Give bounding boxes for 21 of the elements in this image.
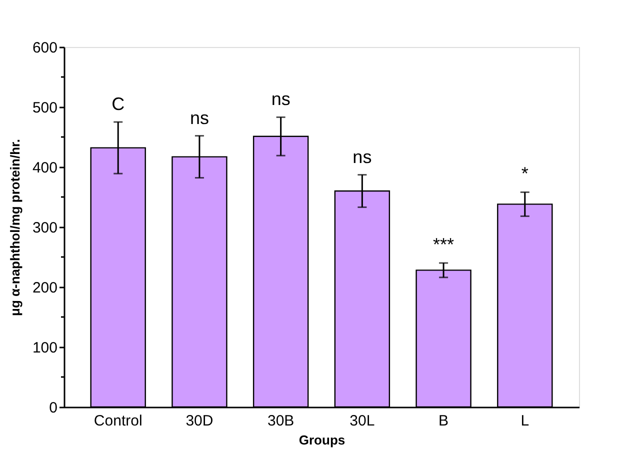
x-axis-title: Groups xyxy=(298,432,346,448)
y-tick-label: 500 xyxy=(32,100,58,116)
y-tick-label: 200 xyxy=(32,280,58,296)
x-tick-label: B xyxy=(438,412,449,430)
y-tick-label: 600 xyxy=(32,40,58,56)
annotation: C xyxy=(112,94,125,114)
annotation: * xyxy=(521,164,528,184)
y-tick-label: 400 xyxy=(32,160,58,176)
x-tick-label: 30D xyxy=(186,412,214,430)
y-tick-label: 0 xyxy=(49,400,58,416)
x-tick-label: L xyxy=(520,412,530,430)
annotation: ns xyxy=(271,89,290,110)
annotation: ns xyxy=(190,108,209,128)
annotation: *** xyxy=(433,234,454,254)
y-tick-label: 300 xyxy=(32,220,58,236)
x-tick-label: 30B xyxy=(267,412,294,430)
y-tick-label: 100 xyxy=(32,340,58,356)
annotation: ns xyxy=(352,146,372,167)
x-tick-label: Control xyxy=(94,412,142,430)
y-axis-title: μg α-naphthol/mg protein/hr. xyxy=(7,139,22,316)
x-tick-label: 30L xyxy=(350,412,375,430)
